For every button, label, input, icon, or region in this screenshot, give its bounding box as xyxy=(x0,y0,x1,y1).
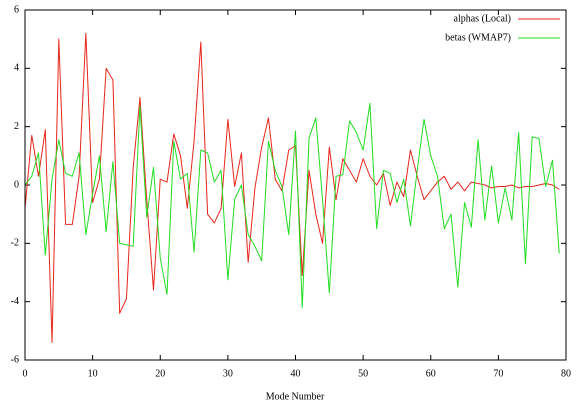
y-tick-label: 0 xyxy=(14,179,19,190)
x-tick-label: 0 xyxy=(23,368,28,379)
series-line xyxy=(24,32,560,343)
x-axis-label: Mode Number xyxy=(266,391,325,402)
y-tick-label: 4 xyxy=(14,63,19,74)
x-tick-label: 20 xyxy=(155,368,165,379)
x-tick-label: 70 xyxy=(493,368,503,379)
y-tick-label: -6 xyxy=(11,354,19,365)
x-tick-label: 10 xyxy=(88,368,98,379)
series-line xyxy=(24,102,560,308)
x-tick-label: 80 xyxy=(561,368,571,379)
plot-frame xyxy=(24,9,567,361)
y-tick-label: 2 xyxy=(14,121,19,132)
x-tick-label: 30 xyxy=(223,368,233,379)
x-tick-label: 40 xyxy=(291,368,301,379)
legend-label: betas (WMAP7) xyxy=(445,32,511,43)
y-tick-label: -2 xyxy=(11,238,19,249)
x-tick-label: 60 xyxy=(426,368,436,379)
y-tick-label: 6 xyxy=(14,4,19,15)
x-tick-label: 50 xyxy=(358,368,368,379)
y-tick-label: -4 xyxy=(11,296,19,307)
legend-label: alphas (Local) xyxy=(454,13,511,24)
